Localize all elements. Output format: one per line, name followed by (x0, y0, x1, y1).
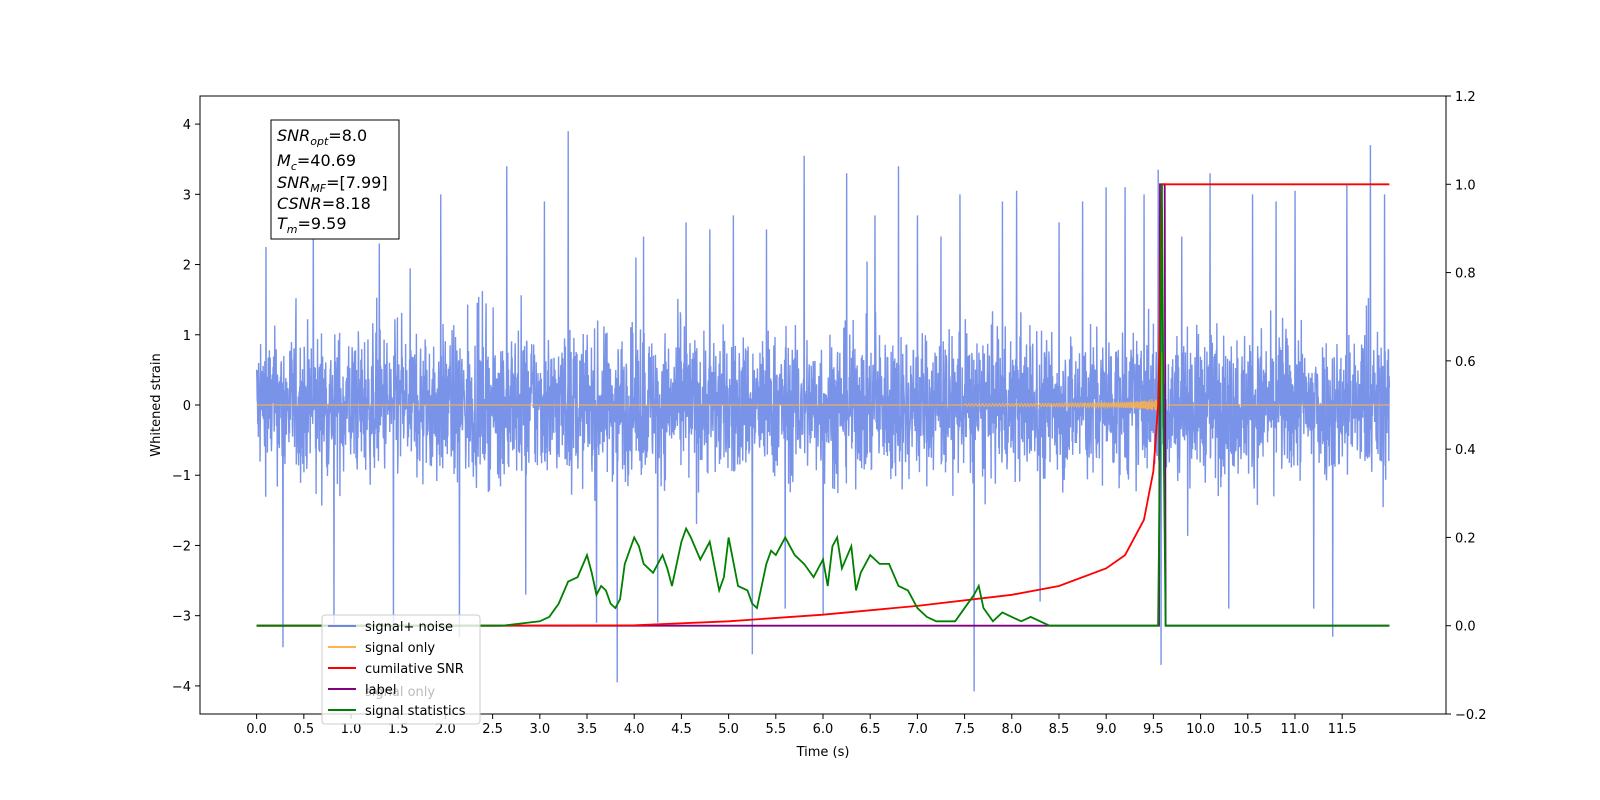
x-tick-label: 9.0 (1096, 722, 1117, 737)
x-axis: 0.0 0.5 1.0 1.5 2.0 2.5 3.0 3.5 4.0 4.5 5.0 5.5 6.0 6… (246, 714, 1357, 737)
info-csnr: CSNR=8.18 (277, 194, 371, 213)
x-tick-label: 8.0 (1001, 722, 1022, 737)
series-signal-only (256, 352, 1390, 415)
x-tick-label: 11.5 (1328, 722, 1357, 737)
y-tick-label: 0 (183, 399, 191, 414)
series-layer (255, 131, 1391, 692)
legend-signal-statistics-label: signal statistics (365, 704, 466, 719)
legend-label-label: label (365, 683, 396, 698)
x-tick-label: 3.5 (577, 722, 598, 737)
y-axis-right: −0.2 0.0 0.2 0.4 0.6 0.8 1.0 1.2 (1446, 90, 1487, 723)
x-tick-label: 2.0 (435, 722, 456, 737)
x-tick-label: 2.5 (482, 722, 503, 737)
x-tick-label: 9.5 (1143, 722, 1164, 737)
info-tm: Tm=9.59 (277, 214, 347, 236)
info-mc: Mc=40.69 (277, 151, 356, 173)
y-tick-label: −1 (172, 469, 191, 484)
legend-frame (321, 614, 481, 725)
legend-signal-noise-label: signal+ noise (365, 620, 453, 635)
x-tick-label: 11.0 (1280, 722, 1309, 737)
series-signal-noise (255, 131, 1391, 692)
x-tick-label: 10.0 (1186, 722, 1215, 737)
legend-signal-only-label: signal only (365, 641, 435, 656)
y-right-tick-label: −0.2 (1455, 708, 1487, 723)
y-tick-label: 3 (183, 188, 191, 203)
x-tick-label: 3.0 (529, 722, 550, 737)
y-right-tick-label: 0.8 (1455, 267, 1476, 282)
y-right-tick-label: 1.0 (1455, 178, 1476, 193)
x-tick-label: 5.5 (765, 722, 786, 737)
y-tick-label: −3 (172, 610, 191, 625)
y-axis-left: −4 −3 −2 −1 0 1 2 3 4 (172, 118, 200, 695)
y-right-tick-label: 0.6 (1455, 355, 1476, 370)
x-tick-label: 1.0 (341, 722, 362, 737)
x-tick-label: 10.5 (1233, 722, 1262, 737)
legend-items: signal+ noise signal only cumilative SNR la… (328, 620, 466, 719)
x-tick-label: 0.5 (293, 722, 314, 737)
y-tick-label: 1 (183, 329, 191, 344)
x-axis-label: Time (s) (796, 745, 850, 760)
x-tick-label: 0.0 (246, 722, 267, 737)
legend: signal only signal+ noise signal only cumi… (321, 614, 481, 725)
y-tick-label: −2 (172, 539, 191, 554)
legend-ghost-text: signal only (365, 685, 435, 700)
x-tick-label: 1.5 (388, 722, 409, 737)
x-tick-label: 4.5 (671, 722, 692, 737)
x-tick-label: 5.0 (718, 722, 739, 737)
y-tick-label: −4 (172, 680, 191, 695)
y-tick-label: 2 (183, 259, 191, 274)
y-tick-label: 4 (183, 118, 191, 133)
info-box-frame (270, 119, 400, 240)
x-tick-label: 4.0 (624, 722, 645, 737)
y-right-tick-label: 1.2 (1455, 90, 1476, 105)
x-tick-label: 8.5 (1049, 722, 1070, 737)
x-tick-label: 7.5 (954, 722, 975, 737)
x-tick-label: 6.5 (860, 722, 881, 737)
info-snr-mf: SNRMF=[7.99] (277, 173, 388, 195)
legend-cumulative-snr-label: cumilative SNR (365, 662, 464, 677)
x-tick-label: 7.0 (907, 722, 928, 737)
x-tick-label: 6.0 (813, 722, 834, 737)
info-box: SNRopt=8.0 Mc=40.69 SNRMF=[7.99] CSNR=8.… (270, 119, 400, 240)
y-right-tick-label: 0.4 (1455, 443, 1476, 458)
y-right-tick-label: 0.0 (1455, 620, 1476, 635)
series-signal-statistics (256, 184, 1390, 627)
y-axis-label: Whitened strain (149, 353, 164, 456)
y-right-tick-label: 0.2 (1455, 531, 1476, 546)
info-snr-opt: SNRopt=8.0 (277, 126, 367, 148)
